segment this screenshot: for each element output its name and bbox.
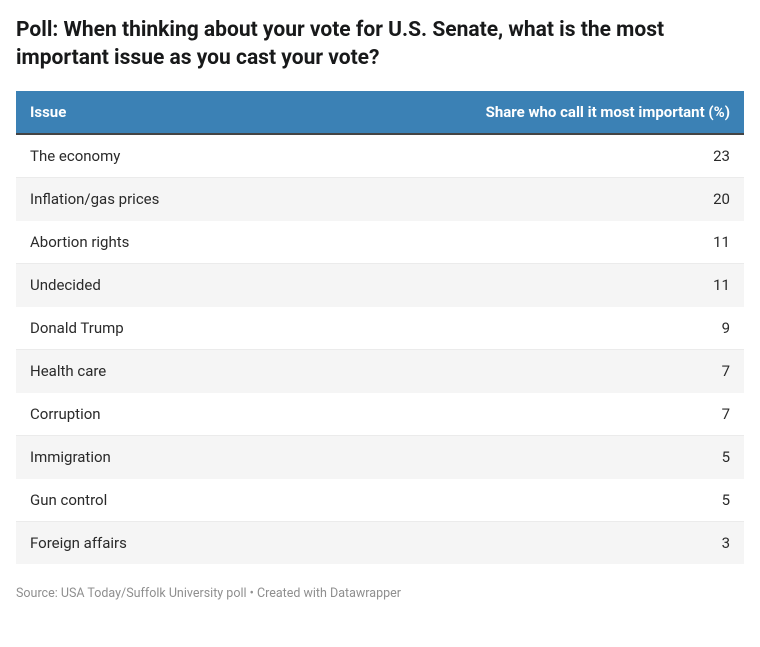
- value-cell: 7: [283, 392, 744, 435]
- value-cell: 20: [283, 177, 744, 220]
- issue-cell: Health care: [16, 349, 283, 392]
- issue-cell: Donald Trump: [16, 306, 283, 349]
- issue-cell: The economy: [16, 134, 283, 178]
- table-header: IssueShare who call it most important (%…: [16, 91, 744, 134]
- value-cell: 23: [283, 134, 744, 178]
- column-header: Issue: [16, 91, 283, 134]
- value-cell: 9: [283, 306, 744, 349]
- issue-cell: Gun control: [16, 478, 283, 521]
- issue-cell: Undecided: [16, 263, 283, 306]
- table-body: The economy23Inflation/gas prices20Abort…: [16, 134, 744, 564]
- page-title: Poll: When thinking about your vote for …: [16, 16, 744, 73]
- value-cell: 5: [283, 478, 744, 521]
- value-cell: 3: [283, 521, 744, 564]
- issue-cell: Corruption: [16, 392, 283, 435]
- value-cell: 7: [283, 349, 744, 392]
- source-note: Source: USA Today/Suffolk University pol…: [16, 586, 744, 601]
- table-row: Health care7: [16, 349, 744, 392]
- value-cell: 11: [283, 220, 744, 263]
- issue-cell: Abortion rights: [16, 220, 283, 263]
- issue-cell: Foreign affairs: [16, 521, 283, 564]
- table-row: Gun control5: [16, 478, 744, 521]
- table-row: Inflation/gas prices20: [16, 177, 744, 220]
- value-cell: 5: [283, 435, 744, 478]
- table-row: Corruption7: [16, 392, 744, 435]
- table-row: Donald Trump9: [16, 306, 744, 349]
- table-row: Immigration5: [16, 435, 744, 478]
- table-row: Undecided11: [16, 263, 744, 306]
- table-row: Foreign affairs3: [16, 521, 744, 564]
- table-row: Abortion rights11: [16, 220, 744, 263]
- issue-cell: Inflation/gas prices: [16, 177, 283, 220]
- issue-cell: Immigration: [16, 435, 283, 478]
- value-cell: 11: [283, 263, 744, 306]
- column-header: Share who call it most important (%): [283, 91, 744, 134]
- poll-table: IssueShare who call it most important (%…: [16, 91, 744, 564]
- table-row: The economy23: [16, 134, 744, 178]
